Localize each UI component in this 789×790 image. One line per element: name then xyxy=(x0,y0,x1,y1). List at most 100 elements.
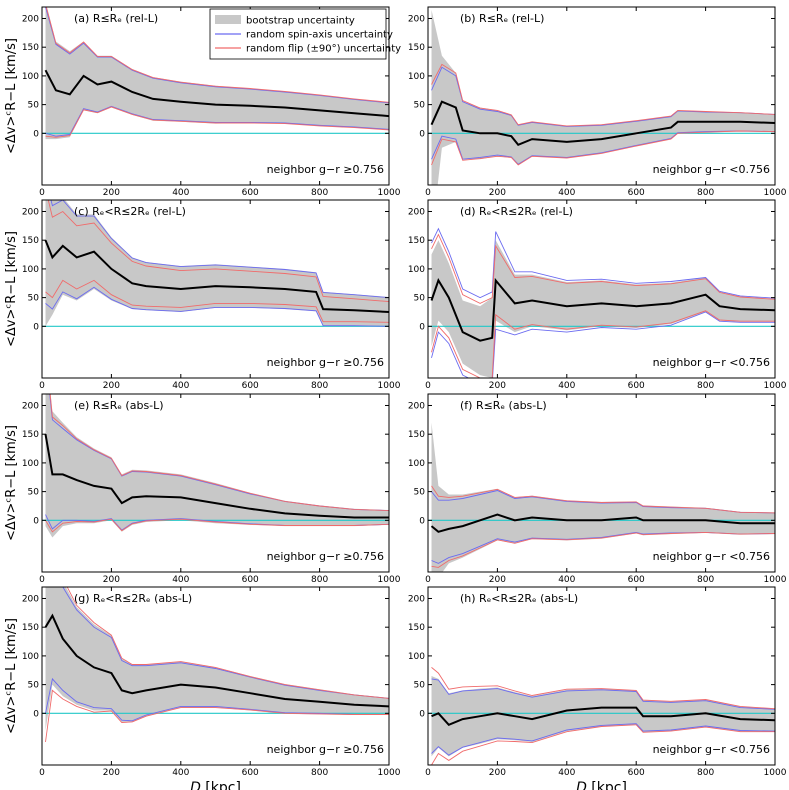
x-tick-label: 200 xyxy=(103,188,120,198)
plot-area xyxy=(428,9,775,185)
flip-upper-line xyxy=(66,587,389,699)
x-tick-label: 1000 xyxy=(378,575,401,585)
y-tick-label: 200 xyxy=(22,594,39,604)
x-tick-label: 600 xyxy=(628,188,645,198)
legend-label: random spin-axis uncertainty xyxy=(246,30,393,41)
x-tick-label: 800 xyxy=(697,575,714,585)
spin-upper-line xyxy=(431,227,775,299)
x-tick-label: 1000 xyxy=(764,575,787,585)
y-axis-label: <Δv>ᶜR−L [km/s] xyxy=(4,618,19,734)
x-tick-label: 600 xyxy=(242,575,259,585)
mean-line xyxy=(430,100,775,147)
y-tick-label: 150 xyxy=(22,623,39,633)
plot-area xyxy=(42,200,389,327)
flip-lower-line xyxy=(45,106,389,138)
y-tick-label: 50 xyxy=(414,681,426,691)
neighbor-label: neighbor g−r <0.756 xyxy=(653,356,770,369)
y-tick-label: 50 xyxy=(414,101,426,111)
x-axis-unit: [kpc] xyxy=(587,780,627,790)
y-tick-label: 150 xyxy=(22,430,39,440)
panel-h: 0 200 400 600 800 1000 0 50 100 150 200 (h) Rₑ<R≤2R… xyxy=(408,586,787,790)
x-tick-label: 400 xyxy=(172,188,189,198)
panel-frame xyxy=(427,6,776,186)
x-tick-label: 400 xyxy=(558,768,575,778)
panel-e: 0 200 400 600 800 1000 0 50 100 150 200 (e) R≤Rₑ (a… xyxy=(4,393,401,585)
x-tick-label: 600 xyxy=(242,381,259,391)
plot-area xyxy=(42,587,389,743)
x-axis-variable: D xyxy=(576,780,587,790)
bootstrap-band xyxy=(45,587,389,731)
x-tick-label: 800 xyxy=(697,188,714,198)
x-tick-label: 0 xyxy=(425,188,431,198)
y-tick-label: 50 xyxy=(414,294,426,304)
x-tick-label: 1000 xyxy=(764,768,787,778)
flip-upper-line xyxy=(49,394,389,512)
spin-lower-line xyxy=(431,130,775,165)
neighbor-label: neighbor g−r ≥0.756 xyxy=(267,550,384,563)
legend-label: random flip (±90°) uncertainty xyxy=(246,44,401,55)
x-tick-label: 0 xyxy=(39,188,45,198)
bootstrap-band xyxy=(431,422,775,572)
flip-upper-line xyxy=(45,7,389,103)
plot-area xyxy=(42,7,389,140)
panel-frame xyxy=(427,393,776,573)
plot-area xyxy=(428,667,775,765)
y-tick-label: 0 xyxy=(33,516,39,526)
flip-upper-line xyxy=(431,485,775,514)
spin-upper-line xyxy=(50,200,389,299)
x-tick-label: 800 xyxy=(311,768,328,778)
bootstrap-band xyxy=(45,394,389,538)
panel-f: 0 200 400 600 800 1000 0 50 100 150 200 (f) R≤Rₑ (a… xyxy=(408,393,787,585)
flip-lower-line xyxy=(45,689,389,743)
panel-g: 0 200 400 600 800 1000 0 50 100 150 200 (g) Rₑ<R≤2R… xyxy=(4,586,401,790)
mean-line xyxy=(44,69,389,118)
x-tick-label: 400 xyxy=(558,575,575,585)
bootstrap-band xyxy=(45,7,389,140)
spin-lower-line xyxy=(431,311,775,378)
y-tick-label: 200 xyxy=(408,594,425,604)
x-tick-label: 200 xyxy=(103,575,120,585)
neighbor-label: neighbor g−r ≥0.756 xyxy=(267,163,384,176)
mean-line xyxy=(44,239,389,313)
y-tick-label: 50 xyxy=(28,488,40,498)
bootstrap-band xyxy=(431,676,775,757)
panel-c: 0 200 400 600 800 1000 0 50 100 150 200 (c) Rₑ<R≤2R… xyxy=(4,199,401,391)
spin-lower-line xyxy=(45,677,389,722)
x-tick-label: 0 xyxy=(425,575,431,585)
y-tick-label: 100 xyxy=(408,652,425,662)
bootstrap-band xyxy=(431,9,775,185)
y-tick-label: 0 xyxy=(419,516,425,526)
x-axis-label: D [kpc] xyxy=(576,780,627,790)
panel-title: (h) Rₑ<R≤2Rₑ (abs-L) xyxy=(460,592,578,605)
panel-title: (e) R≤Rₑ (abs-L) xyxy=(74,399,164,412)
y-tick-label: 0 xyxy=(33,322,39,332)
y-tick-label: 50 xyxy=(414,488,426,498)
y-tick-label: 100 xyxy=(22,652,39,662)
y-axis-label: <Δv>ᶜR−L [km/s] xyxy=(4,425,19,541)
x-tick-label: 600 xyxy=(242,188,259,198)
x-tick-label: 800 xyxy=(311,381,328,391)
panel-frame xyxy=(41,393,390,573)
mean-line xyxy=(430,513,775,533)
mean-line xyxy=(430,277,775,342)
neighbor-label: neighbor g−r ≥0.756 xyxy=(267,743,384,756)
panel-title: (d) Rₑ<R≤2Rₑ (rel-L) xyxy=(460,205,573,218)
x-tick-label: 600 xyxy=(242,768,259,778)
y-tick-label: 200 xyxy=(22,207,39,217)
y-tick-label: 100 xyxy=(408,72,425,82)
x-tick-label: 1000 xyxy=(378,188,401,198)
y-tick-label: 150 xyxy=(22,236,39,246)
flip-upper-line xyxy=(431,667,775,710)
y-tick-label: 0 xyxy=(419,129,425,139)
panel-frame xyxy=(41,199,390,379)
y-tick-label: 100 xyxy=(408,265,425,275)
spin-upper-line xyxy=(62,587,389,699)
y-tick-label: 0 xyxy=(33,709,39,719)
flip-lower-line xyxy=(431,724,775,765)
x-tick-label: 0 xyxy=(425,768,431,778)
panel-frame xyxy=(427,586,776,766)
flip-lower-line xyxy=(431,310,775,378)
mean-line xyxy=(44,613,389,708)
y-tick-label: 150 xyxy=(408,236,425,246)
y-tick-label: 100 xyxy=(22,72,39,82)
